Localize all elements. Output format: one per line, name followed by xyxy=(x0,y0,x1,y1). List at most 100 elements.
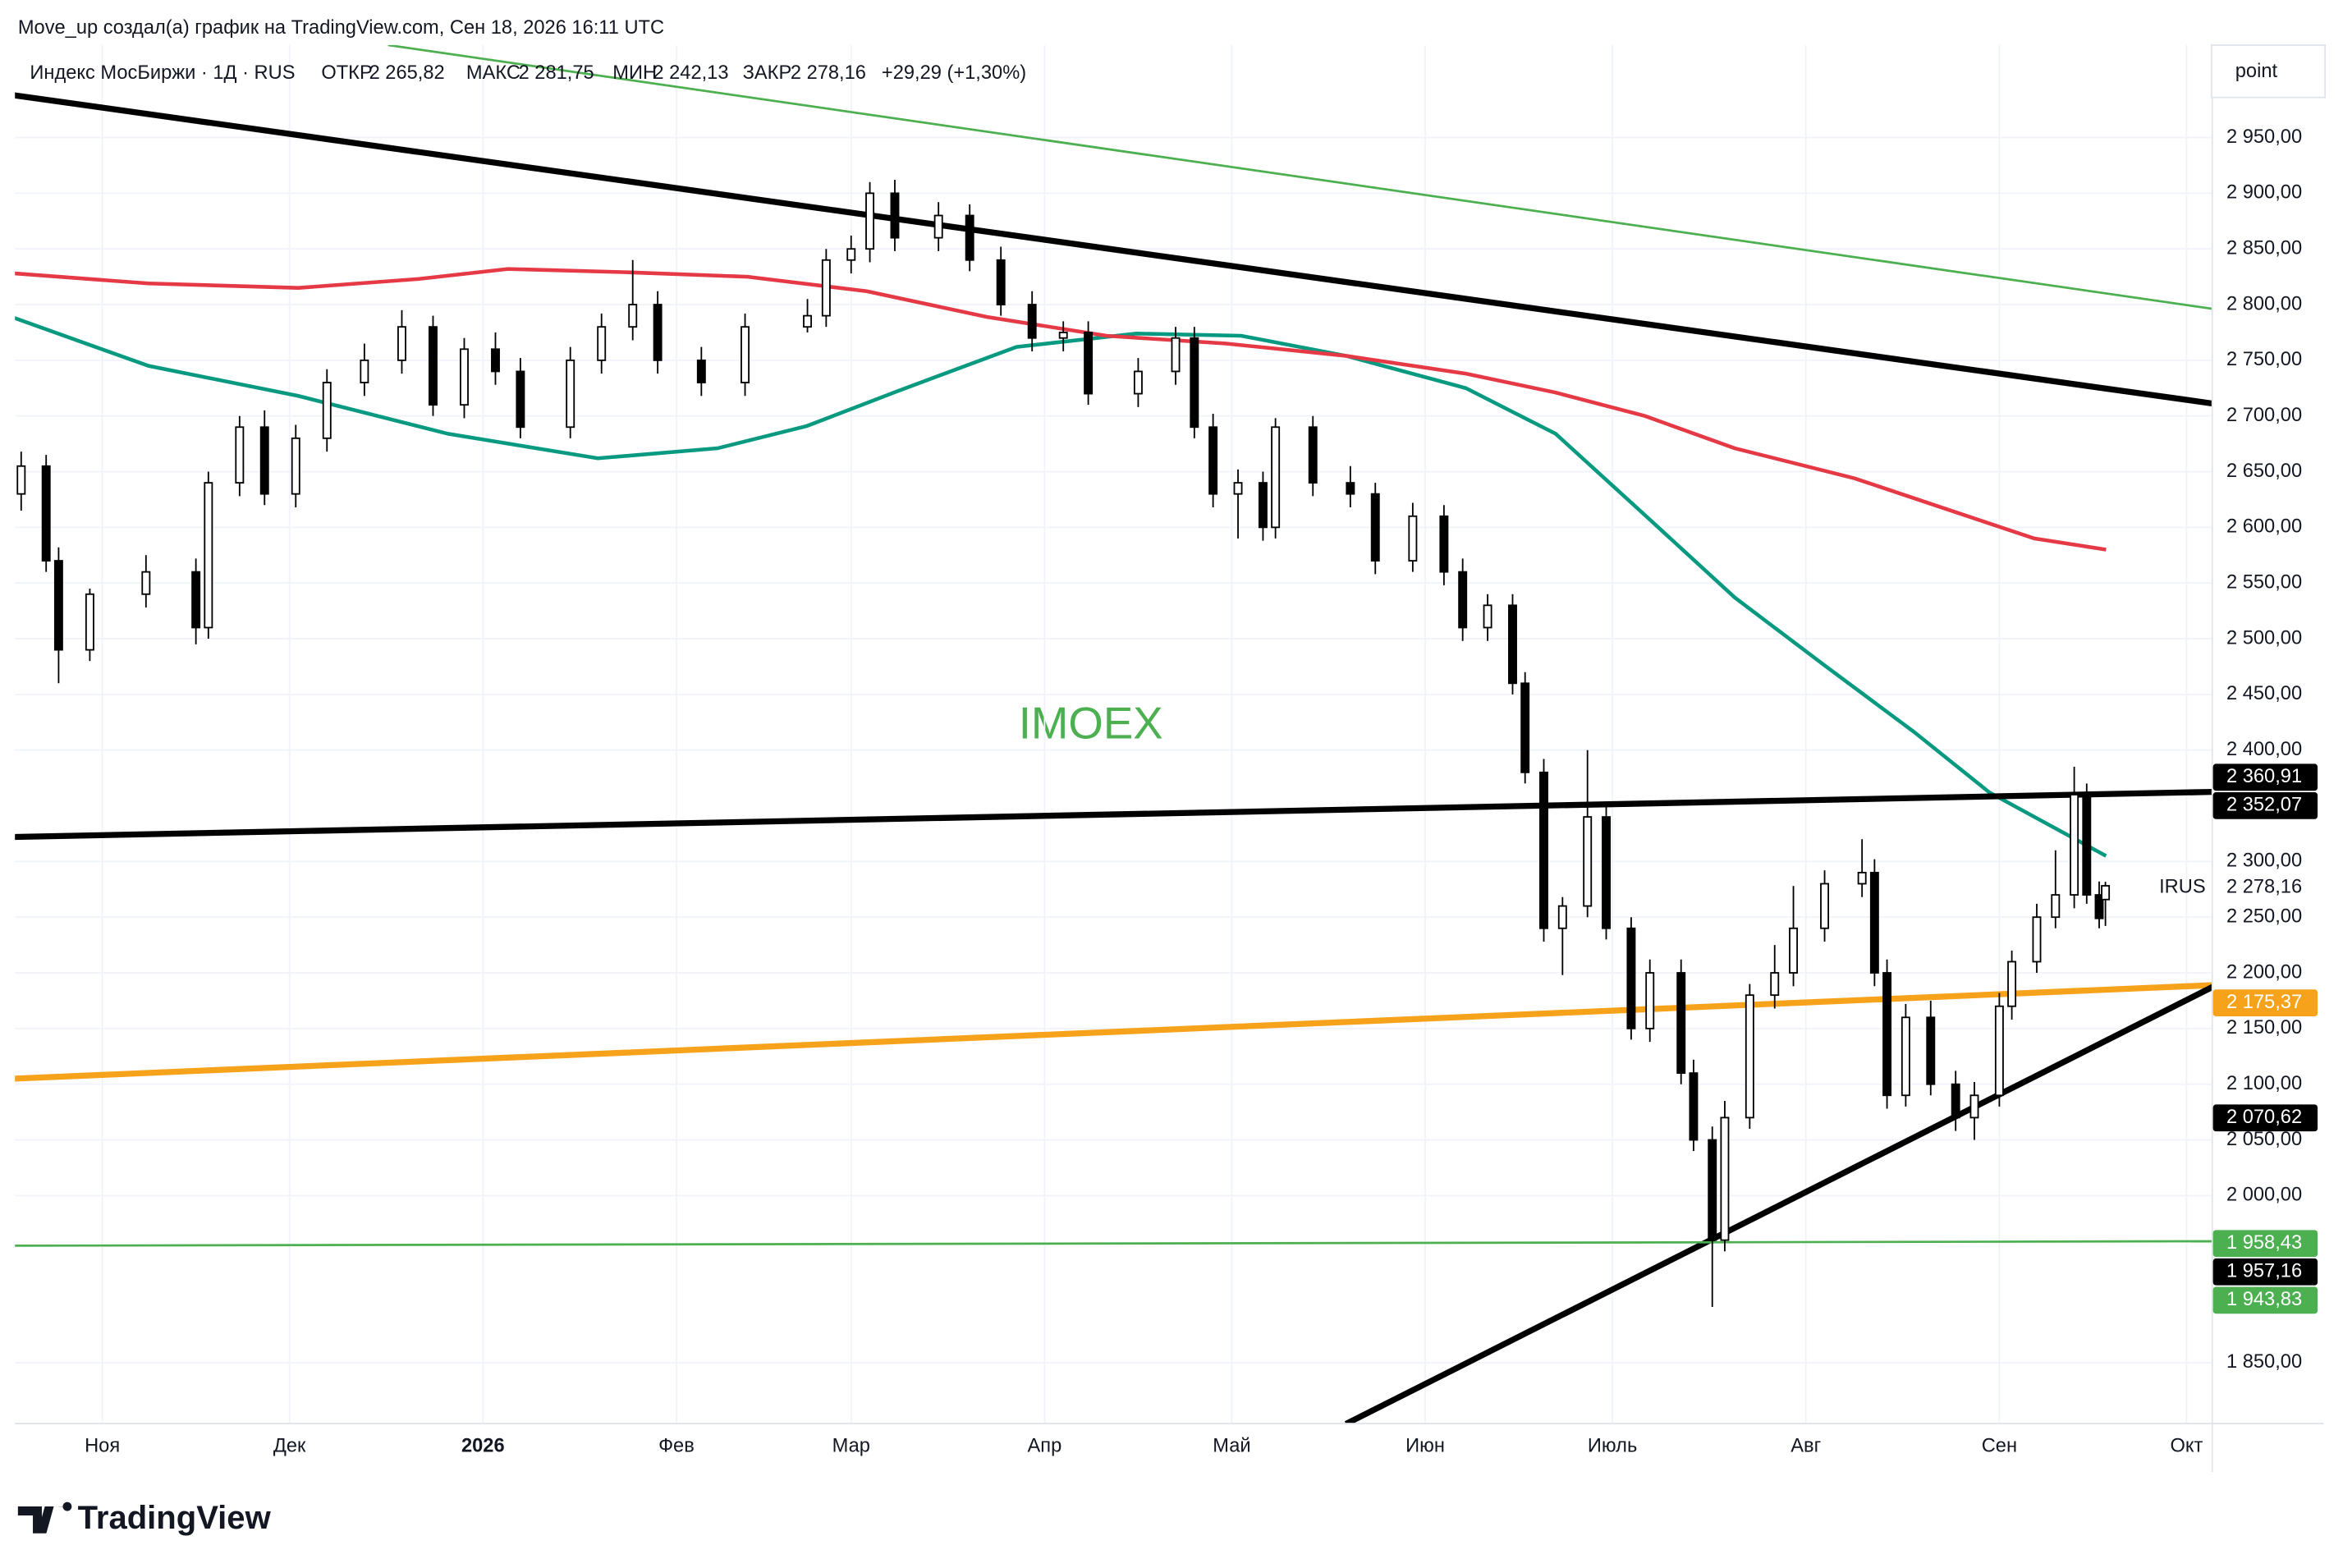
brand[interactable]: TradingView xyxy=(17,1500,272,1536)
y-tick-label: 2 850,00 xyxy=(2226,237,2302,259)
credit: Move_up создал(а) график на TradingView.… xyxy=(18,17,664,39)
x-tick-label: Апр xyxy=(1028,1435,1062,1456)
candle-body xyxy=(597,326,607,361)
price-label: 1 957,16 xyxy=(2226,1261,2302,1282)
candle-body xyxy=(1439,515,1449,573)
candle-body xyxy=(1208,426,1218,495)
close-label: ЗАКР xyxy=(743,62,792,84)
overlay-line xyxy=(1344,983,2212,1424)
candle-body xyxy=(1857,872,1867,885)
y-tick-label: 2 950,00 xyxy=(2226,126,2302,148)
y-tick-label: 2 700,00 xyxy=(2226,405,2302,426)
candle-body xyxy=(566,359,575,429)
price-label: 2 278,16 xyxy=(2226,877,2302,898)
y-tick-label: 2 150,00 xyxy=(2226,1017,2302,1038)
brand-logo xyxy=(17,1502,72,1534)
y-tick-label: 2 300,00 xyxy=(2226,850,2302,872)
candle-body xyxy=(821,259,831,317)
candle-body xyxy=(516,370,525,429)
unit-box[interactable] xyxy=(2210,44,2327,99)
watermark: IMOEX xyxy=(1019,698,1163,748)
y-tick-label: 2 100,00 xyxy=(2226,1073,2302,1094)
price-label: 2 070,62 xyxy=(2226,1107,2302,1128)
candle-body xyxy=(397,326,406,361)
candle-body xyxy=(491,348,500,373)
legend: Индекс МосБиржи · 1Д · RUS ОТКР 2 265,82… xyxy=(30,62,1026,84)
x-tick-label: Июль xyxy=(1588,1435,1637,1456)
candle-body xyxy=(1084,332,1094,395)
candle-body xyxy=(1027,304,1037,339)
candle-body xyxy=(1789,927,1799,974)
candle-body xyxy=(460,348,469,406)
time-axis-border xyxy=(15,1423,2324,1424)
candle-body xyxy=(1458,571,1468,629)
candle-body xyxy=(1408,515,1418,562)
candle-body xyxy=(740,326,750,383)
candle-body xyxy=(191,571,201,629)
y-tick-label: 1 850,00 xyxy=(2226,1351,2302,1373)
candle-body xyxy=(2094,894,2104,919)
x-tick-label: Мар xyxy=(832,1435,870,1456)
price-label-box xyxy=(2212,1230,2318,1258)
low-value: 2 242,13 xyxy=(653,62,728,84)
grid xyxy=(15,44,2212,1424)
overlay-line xyxy=(15,982,2212,1082)
y-tick-label: 2 900,00 xyxy=(2226,182,2302,204)
candle-body xyxy=(996,259,1006,305)
price-label-box xyxy=(2212,1104,2318,1132)
candle-body xyxy=(1346,482,1355,495)
y-tick-label: 2 600,00 xyxy=(2226,516,2302,538)
overlay-line xyxy=(15,788,2212,841)
candle-body xyxy=(1626,927,1636,1029)
candle-body xyxy=(1720,1116,1730,1241)
candle-body xyxy=(41,465,51,562)
price-label-box xyxy=(2212,1286,2318,1314)
candle-body xyxy=(803,314,813,328)
candle-body xyxy=(1882,972,1892,1097)
candle-body xyxy=(1994,1005,2004,1097)
candle-body xyxy=(1133,370,1143,395)
candle-body xyxy=(1508,604,1517,685)
y-tick-label: 2 500,00 xyxy=(2226,627,2302,649)
candle-body xyxy=(1926,1016,1936,1085)
candle-body xyxy=(1645,972,1655,1029)
price-label: 2 352,07 xyxy=(2226,795,2302,816)
candle-body xyxy=(1583,816,1593,907)
x-tick-label: Июн xyxy=(1405,1435,1445,1456)
candle-body xyxy=(1271,426,1281,529)
candle-body xyxy=(235,426,245,484)
y-tick-label: 2 250,00 xyxy=(2226,905,2302,927)
candle-body xyxy=(1708,1139,1717,1241)
candle-body xyxy=(291,437,300,495)
candle-body xyxy=(259,426,269,495)
x-tick-label: 2026 xyxy=(461,1435,505,1456)
candle-body xyxy=(1869,872,1879,974)
y-tick-label: 2 400,00 xyxy=(2226,739,2302,760)
y-tick-label: 2 550,00 xyxy=(2226,571,2302,593)
candle-body xyxy=(85,593,94,651)
overlay-line xyxy=(15,316,2107,858)
candle-body xyxy=(865,192,875,250)
overlay-line xyxy=(15,267,2107,552)
y-tick-label: 2 650,00 xyxy=(2226,461,2302,482)
price-label-box xyxy=(2212,792,2318,819)
overlay-line xyxy=(15,1240,2212,1247)
overlays xyxy=(15,44,2212,1424)
candle-body xyxy=(2051,894,2061,919)
candle-body xyxy=(696,359,706,383)
candle-body xyxy=(1901,1016,1910,1097)
x-tick-label: Сен xyxy=(1982,1435,2017,1456)
candle-body xyxy=(933,214,943,239)
brand-name: TradingView xyxy=(78,1500,272,1536)
candle-body xyxy=(1370,493,1380,562)
candle-body xyxy=(1557,905,1567,929)
candle-body xyxy=(1689,1072,1699,1141)
price-label-box xyxy=(2212,1258,2318,1286)
open-label: ОТКР xyxy=(321,62,372,84)
overlay-line xyxy=(387,44,2212,310)
candle-body xyxy=(1171,337,1181,373)
candle-body xyxy=(2070,794,2079,896)
change: +29,29 (+1,30%) xyxy=(882,62,1026,84)
